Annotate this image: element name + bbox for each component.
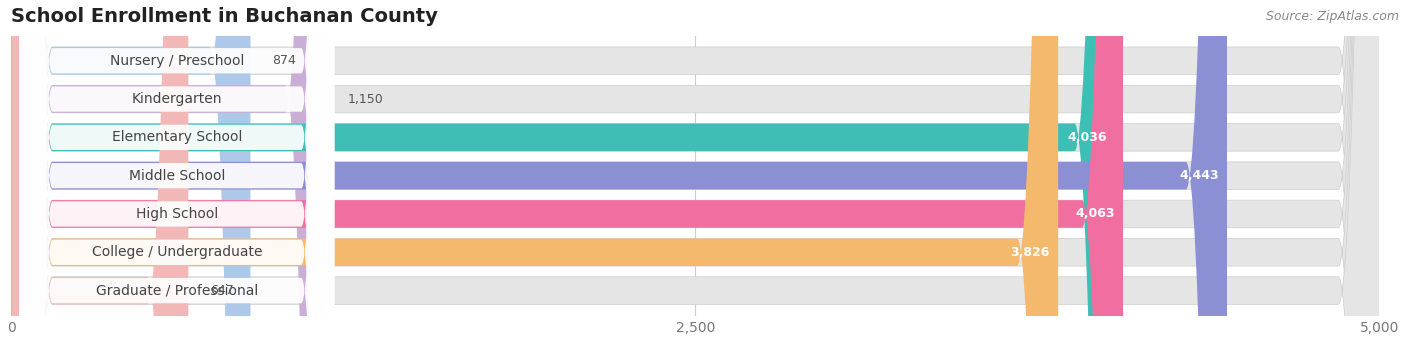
FancyBboxPatch shape [11,0,188,342]
FancyBboxPatch shape [20,0,335,342]
FancyBboxPatch shape [20,0,335,342]
Text: Source: ZipAtlas.com: Source: ZipAtlas.com [1265,10,1399,23]
FancyBboxPatch shape [11,0,1379,342]
Text: High School: High School [136,207,218,221]
Text: 4,063: 4,063 [1076,208,1115,221]
FancyBboxPatch shape [11,0,1379,342]
FancyBboxPatch shape [11,0,1379,342]
Text: School Enrollment in Buchanan County: School Enrollment in Buchanan County [11,7,439,26]
FancyBboxPatch shape [20,0,335,342]
FancyBboxPatch shape [11,0,1379,342]
Text: Middle School: Middle School [129,169,225,183]
Text: 4,036: 4,036 [1069,131,1108,144]
Text: 647: 647 [211,284,233,297]
Text: 3,826: 3,826 [1011,246,1050,259]
FancyBboxPatch shape [11,0,1379,342]
FancyBboxPatch shape [11,0,1227,342]
FancyBboxPatch shape [20,0,335,342]
Text: Elementary School: Elementary School [111,130,242,144]
Text: Kindergarten: Kindergarten [132,92,222,106]
Text: Graduate / Professional: Graduate / Professional [96,284,257,298]
FancyBboxPatch shape [11,0,1379,342]
Text: 874: 874 [273,54,297,67]
FancyBboxPatch shape [11,0,1059,342]
FancyBboxPatch shape [11,0,326,342]
Text: College / Undergraduate: College / Undergraduate [91,245,262,259]
FancyBboxPatch shape [11,0,250,342]
Text: 4,443: 4,443 [1180,169,1219,182]
FancyBboxPatch shape [20,0,335,342]
FancyBboxPatch shape [20,0,335,342]
FancyBboxPatch shape [20,0,335,342]
FancyBboxPatch shape [11,0,1115,342]
Text: Nursery / Preschool: Nursery / Preschool [110,54,245,68]
FancyBboxPatch shape [11,0,1379,342]
Text: 1,150: 1,150 [347,93,384,106]
FancyBboxPatch shape [11,0,1123,342]
